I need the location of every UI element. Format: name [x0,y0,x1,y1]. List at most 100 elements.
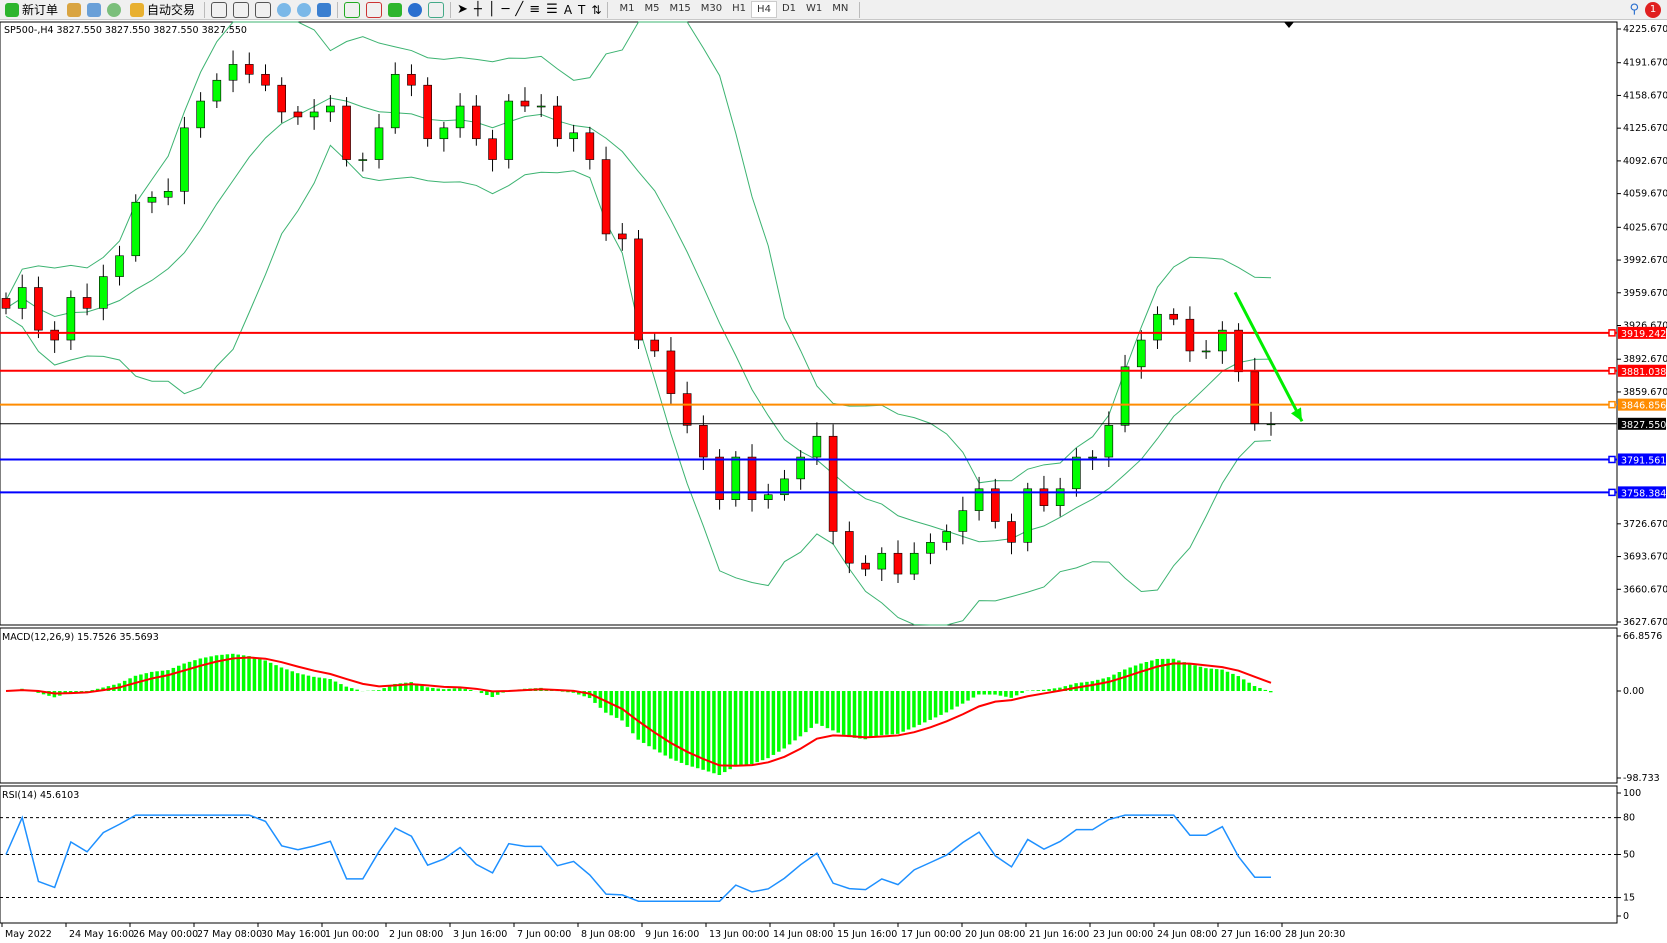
x-tick-label: 7 Jun 00:00 [517,929,571,940]
rsi-line [5,814,1271,902]
macd-histogram-bar [1063,686,1068,691]
x-tick-label: 17 Jun 00:00 [901,929,961,940]
timeframe-d1[interactable]: D1 [781,3,796,14]
macd-histogram-bar [295,673,300,691]
x-tick-label: 15 Jun 16:00 [837,929,897,940]
panel-frame-0 [0,21,1618,626]
trendline-icon[interactable]: ╱ [515,2,524,17]
x-tick-label: 24 May 16:00 [69,929,134,940]
macd-histogram-bar [809,691,813,728]
macd-histogram-bar [923,691,927,723]
price-label-bg [1618,364,1666,377]
candle-body [1023,488,1033,543]
macd-histogram-bar [668,691,673,759]
macd-histogram-bar [404,682,408,691]
candle [488,129,497,172]
candle [407,64,416,97]
candle [536,94,546,117]
candle-body [423,84,432,140]
crosshair-icon[interactable]: ┼ [473,2,482,17]
search-icon[interactable]: ⚲ [1629,2,1639,17]
text-icon[interactable]: A [563,2,573,17]
timeframe-h1[interactable]: H1 [732,3,747,14]
chart-shift-icon[interactable] [366,1,383,18]
timeframe-m15[interactable]: M15 [669,3,691,14]
cursor-icon[interactable]: ➤ [457,2,468,17]
price-label-bg [1618,453,1666,466]
candle [1104,411,1114,467]
macd-histogram-bar [398,683,403,691]
vertical-line-icon[interactable]: │ [487,2,496,17]
price-label: 3758.384 [1621,488,1666,499]
tile-windows-icon[interactable] [317,2,332,17]
macd-histogram-bar [322,678,327,691]
macd-histogram-bar [928,691,932,720]
macd-histogram-bar [463,689,468,691]
macd-histogram-bar [382,688,386,691]
auto-scroll-icon[interactable] [344,1,361,18]
timeframe-mn[interactable]: MN [832,3,849,14]
macd-histogram-bar [144,673,149,691]
candle [374,113,384,169]
news-icon[interactable] [87,2,102,17]
y-tick-label: 4191.670 [1623,58,1667,69]
candle [650,333,660,357]
auto-trade-button[interactable]: 自动交易 [127,1,198,19]
macd-histogram-bar [836,691,841,733]
macd-histogram-bar [879,691,884,736]
macd-histogram-bar [566,691,570,693]
timeframe-m30[interactable]: M30 [700,3,723,14]
signal-icon[interactable] [107,2,122,17]
timeframe-h4[interactable]: H4 [751,1,777,18]
timeframe-m5[interactable]: M5 [644,3,660,14]
rsi-tick-label: 80 [1623,813,1635,824]
line-chart-icon[interactable] [255,1,272,18]
candlestick-icon[interactable] [233,1,250,18]
clock-icon[interactable] [408,2,423,17]
candle [147,191,157,214]
horizontal-line-icon[interactable]: ─ [501,2,510,17]
timeframe-m1[interactable]: M1 [619,3,635,14]
macd-histogram-bar [393,683,397,691]
candle [699,415,708,470]
bar-chart-icon[interactable] [211,1,228,18]
macd-histogram-bar [1182,662,1187,691]
label-icon[interactable]: T [578,2,586,17]
macd-histogram-bar [1160,658,1165,691]
candle-body [407,73,416,86]
macd-histogram-bar [679,691,684,763]
macd-histogram-bar [858,691,862,739]
templates-icon[interactable] [428,1,445,18]
macd-histogram-bar [1020,691,1024,693]
macd-histogram-bar [728,691,732,770]
zoom-in-icon[interactable] [277,2,292,17]
candle-body [1007,521,1016,543]
divider [607,1,609,18]
zoom-out-icon[interactable] [297,2,312,17]
notification-badge[interactable]: 1 [1645,1,1661,18]
candle-body [780,478,789,496]
fibonacci-icon[interactable]: ☰ [546,2,558,17]
macd-histogram-bar [868,691,873,738]
macd-histogram-bar [1144,661,1149,691]
macd-histogram-bar [895,691,900,734]
candle-body [455,105,465,129]
indicators-icon[interactable] [388,2,403,17]
arrows-icon[interactable]: ⇅ [591,2,602,17]
candle-body [828,435,838,532]
macd-histogram-bar [468,690,473,691]
macd-histogram-bar [1241,679,1246,691]
new-order-button[interactable]: 新订单 [2,1,61,19]
candle-body [650,339,660,352]
x-tick-label: 1 Jun 00:00 [325,929,379,940]
timeframe-w1[interactable]: W1 [806,3,823,14]
x-tick-label: 9 Jun 16:00 [645,929,699,940]
channel-icon[interactable]: ≡ [529,2,541,17]
price-label-bg [1618,398,1666,411]
macd-histogram-bar [560,691,565,692]
macd-histogram-bar [663,691,668,756]
folder-icon[interactable] [67,2,82,17]
candle [196,92,205,138]
candle-body [699,425,708,458]
